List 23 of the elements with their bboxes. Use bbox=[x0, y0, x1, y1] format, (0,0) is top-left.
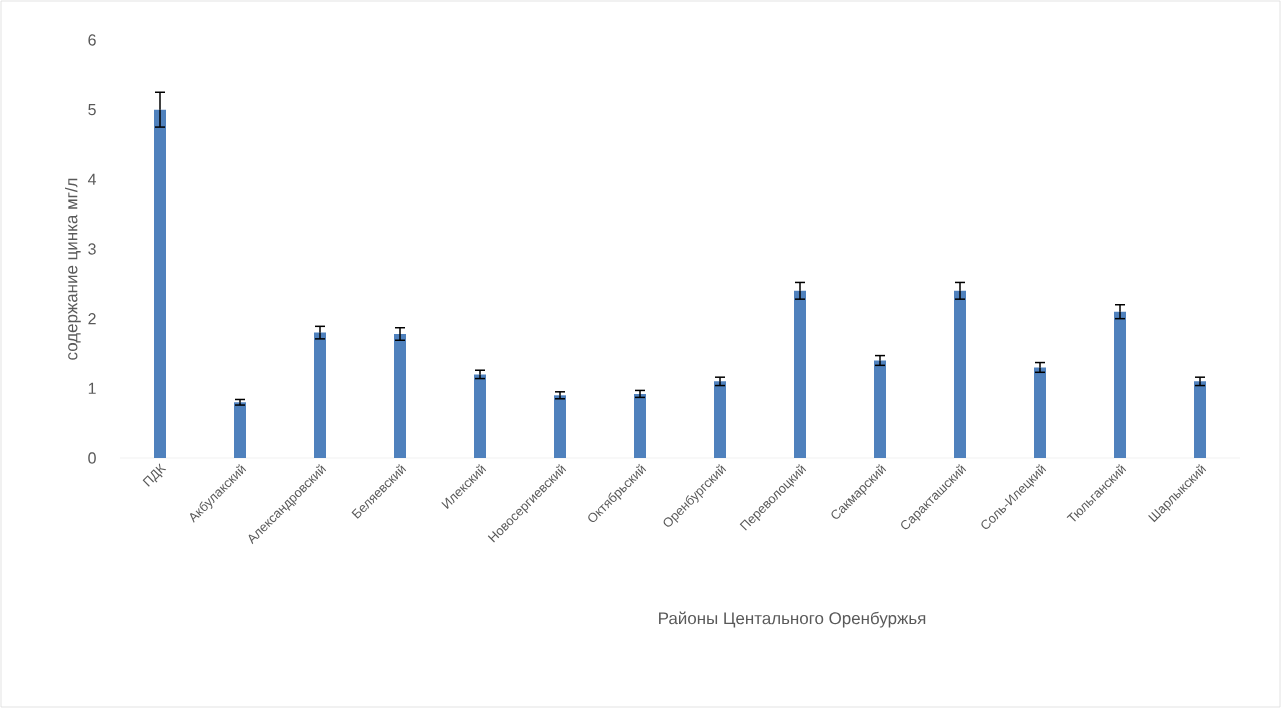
bar bbox=[1114, 311, 1127, 458]
y-tick-label: 4 bbox=[87, 173, 97, 185]
y-tick-label: 3 bbox=[88, 243, 96, 255]
y-tick-label: 5 bbox=[88, 104, 96, 116]
bar bbox=[634, 393, 646, 458]
bar bbox=[474, 374, 486, 458]
bar bbox=[954, 290, 966, 458]
bar bbox=[874, 360, 886, 458]
x-axis-title: Районы Центального Оренбуржья bbox=[659, 611, 926, 628]
bar bbox=[394, 333, 406, 458]
y-axis-title: содержание цинка мг/л bbox=[64, 178, 81, 360]
y-tick-label: 1 bbox=[88, 382, 96, 394]
bar bbox=[554, 395, 566, 458]
bar bbox=[1194, 381, 1207, 458]
bar bbox=[794, 290, 806, 458]
bar bbox=[314, 332, 326, 458]
bar bbox=[154, 109, 166, 458]
bar bbox=[234, 402, 246, 458]
bar bbox=[1034, 367, 1046, 458]
y-tick-label: 2 bbox=[88, 313, 96, 325]
y-tick-label: 6 bbox=[88, 34, 96, 46]
y-tick-label: 0 bbox=[88, 452, 96, 464]
bar bbox=[714, 381, 726, 458]
